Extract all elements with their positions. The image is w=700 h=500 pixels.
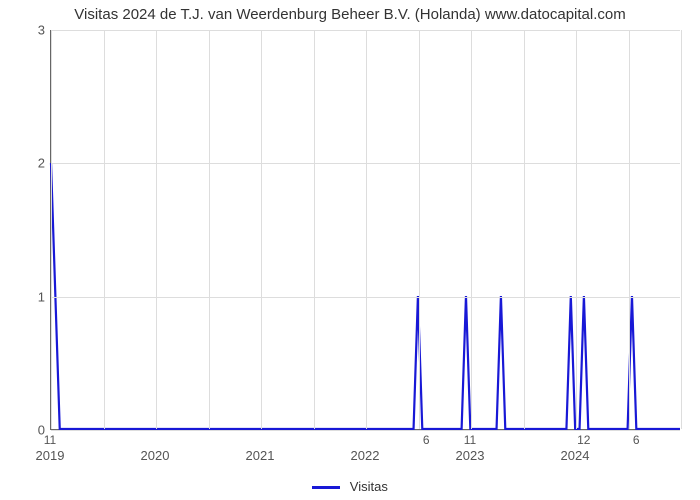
gridline-vertical [261,30,262,429]
gridline-vertical [524,30,525,429]
gridline-vertical [156,30,157,429]
gridline-horizontal [51,430,680,431]
legend: Visitas [0,479,700,494]
x-tick-major-label: 2021 [246,448,275,463]
x-tick-minor-label: 11 [44,433,56,447]
legend-label: Visitas [350,479,388,494]
plot-area [50,30,680,430]
y-tick-label: 0 [30,423,45,438]
gridline-vertical [576,30,577,429]
legend-swatch [312,486,340,489]
gridline-vertical [629,30,630,429]
gridline-vertical [209,30,210,429]
gridline-vertical [366,30,367,429]
gridline-vertical [681,30,682,429]
gridline-vertical [104,30,105,429]
chart-title: Visitas 2024 de T.J. van Weerdenburg Beh… [0,6,700,23]
x-tick-major-label: 2019 [36,448,65,463]
x-tick-major-label: 2022 [351,448,380,463]
gridline-vertical [471,30,472,429]
gridline-vertical [419,30,420,429]
y-tick-label: 1 [30,289,45,304]
x-tick-minor-label: 12 [577,433,590,447]
visits-chart: Visitas 2024 de T.J. van Weerdenburg Beh… [0,0,700,500]
y-tick-label: 2 [30,156,45,171]
gridline-vertical [51,30,52,429]
gridline-vertical [314,30,315,429]
x-tick-major-label: 2023 [456,448,485,463]
x-tick-major-label: 2020 [141,448,170,463]
x-tick-minor-label: 11 [464,433,476,447]
y-tick-label: 3 [30,23,45,38]
x-tick-minor-label: 6 [423,433,430,447]
x-tick-major-label: 2024 [561,448,590,463]
x-tick-minor-label: 6 [633,433,640,447]
